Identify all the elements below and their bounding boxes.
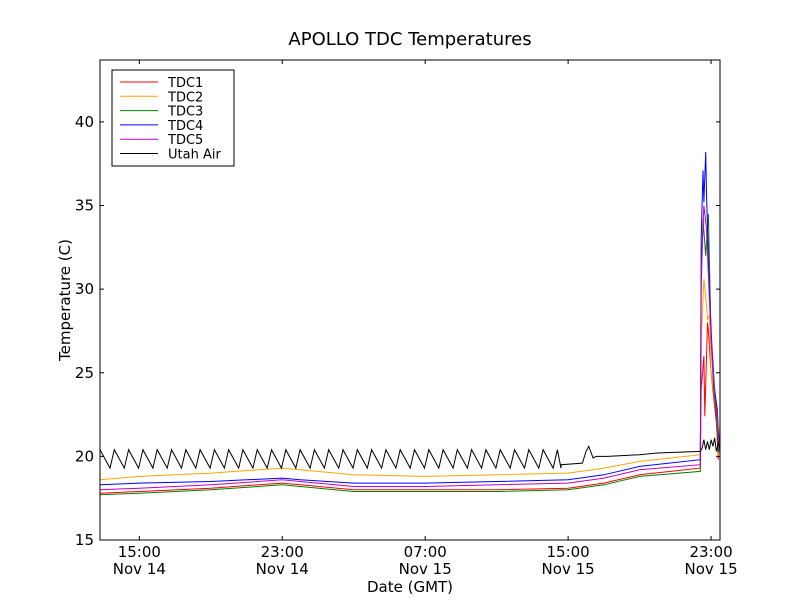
y-tick-label: 25 xyxy=(75,364,94,382)
y-tick-label: 35 xyxy=(75,197,94,215)
series-line-utah-air xyxy=(99,437,721,470)
x-tick-time-label: 07:00 xyxy=(404,543,447,561)
x-axis-title: Date (GMT) xyxy=(367,578,453,596)
legend-box xyxy=(111,69,235,167)
series-layer xyxy=(99,151,721,496)
series-line-tdc2 xyxy=(99,279,721,481)
y-tick-label: 30 xyxy=(75,280,94,298)
x-tick-time-label: 15:00 xyxy=(547,543,590,561)
x-tick-date-label: Nov 14 xyxy=(256,560,309,578)
legend-label: Utah Air xyxy=(168,148,221,163)
chart-title: APOLLO TDC Temperatures xyxy=(288,29,531,50)
legend-label: TDC3 xyxy=(167,105,203,120)
legend-label: TDC2 xyxy=(167,90,203,105)
x-tick-time-label: 23:00 xyxy=(261,543,304,561)
series-line-tdc5 xyxy=(99,205,721,491)
y-tick-label: 15 xyxy=(75,531,94,549)
plot-frame xyxy=(99,59,721,541)
legend-label: TDC4 xyxy=(167,119,203,134)
y-tick-label: 40 xyxy=(75,113,94,131)
x-tick-date-label: Nov 15 xyxy=(399,560,452,578)
x-tick-date-label: Nov 15 xyxy=(684,560,737,578)
x-tick-date-label: Nov 14 xyxy=(113,560,166,578)
x-tick-time-label: 23:00 xyxy=(689,543,732,561)
legend-label: TDC1 xyxy=(167,76,203,91)
x-tick-date-label: Nov 15 xyxy=(542,560,595,578)
y-tick-label: 20 xyxy=(75,447,94,465)
legend-label: TDC5 xyxy=(167,133,203,148)
x-tick-time-label: 15:00 xyxy=(118,543,161,561)
y-axis-title: Temperature (C) xyxy=(56,239,74,362)
